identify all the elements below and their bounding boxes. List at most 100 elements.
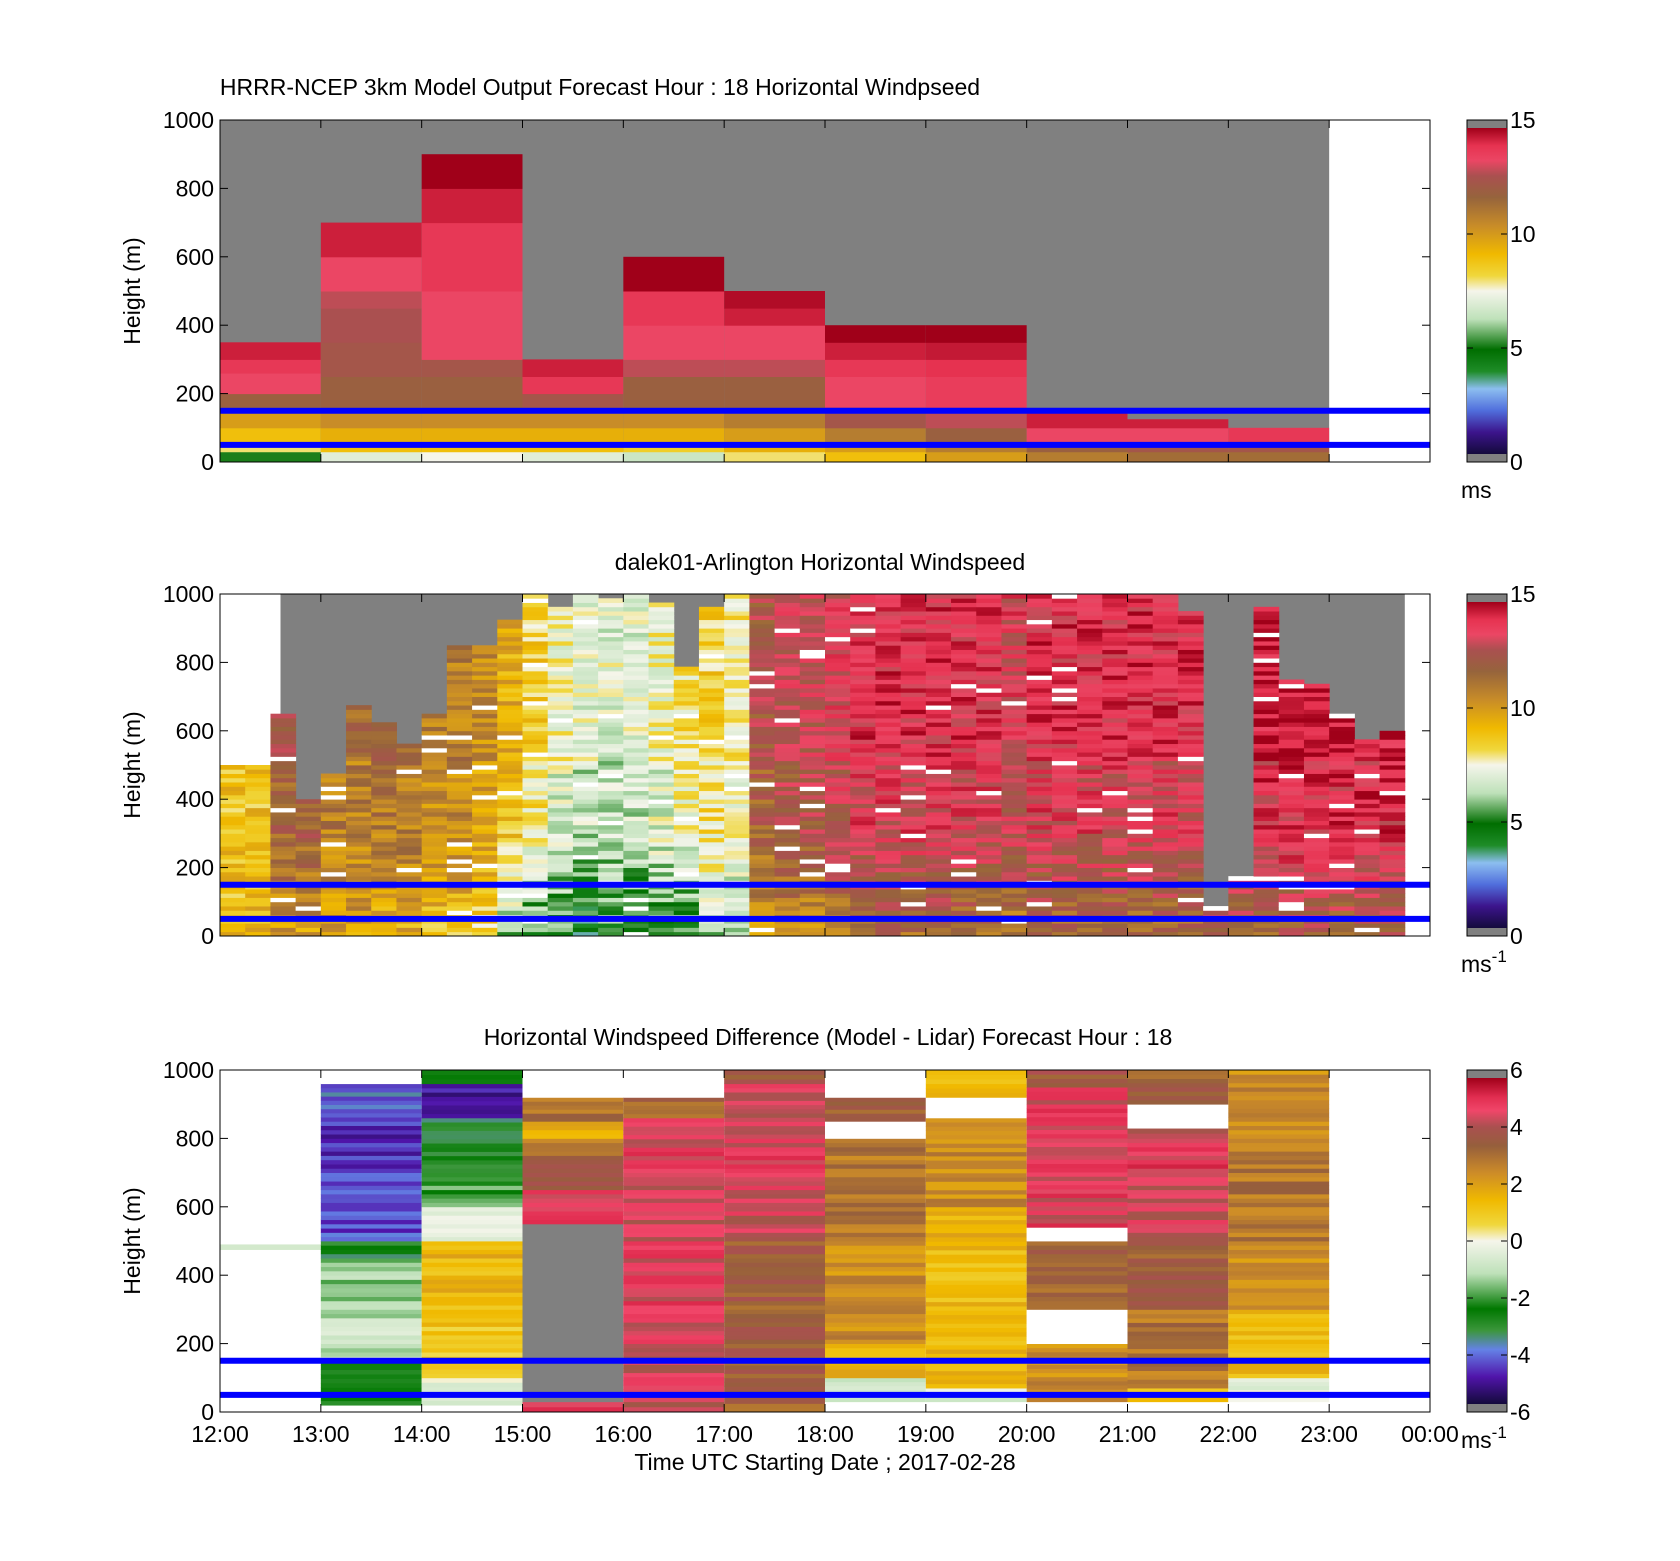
- difference-cell: [623, 1351, 725, 1357]
- lidar-cell: [648, 739, 675, 745]
- difference-cell: [623, 1126, 725, 1131]
- lidar-cell: [1077, 692, 1103, 697]
- lidar-cell: [825, 893, 851, 898]
- lidar-cell: [1354, 824, 1381, 830]
- lidar-cell: [320, 794, 347, 800]
- lidar-cell: [472, 897, 498, 903]
- difference-cell: [1228, 1232, 1330, 1238]
- lidar-cell: [1127, 615, 1154, 621]
- lidar-cell: [774, 812, 801, 817]
- lidar-cell: [724, 683, 750, 689]
- lidar-cell: [1102, 807, 1128, 813]
- lidar-cell: [850, 906, 876, 911]
- difference-cell: [522, 1338, 624, 1343]
- lidar-cell: [421, 897, 448, 903]
- lidar-cell: [951, 692, 977, 697]
- lidar-cell: [1102, 897, 1128, 903]
- lidar-cell: [1152, 854, 1179, 860]
- colorbar-tick-label: 2: [1510, 1171, 1523, 1197]
- lidar-cell: [522, 841, 549, 847]
- lidar-cell: [472, 829, 498, 834]
- difference-cell: [925, 1397, 1027, 1403]
- lidar-cell: [673, 730, 700, 736]
- lidar-cell: [951, 820, 977, 826]
- lidar-cell: [875, 611, 902, 616]
- lidar-cell: [1102, 863, 1128, 868]
- lidar-cell: [623, 679, 650, 685]
- lidar-cell: [875, 606, 902, 612]
- lidar-cell: [850, 653, 876, 659]
- lidar-cell: [900, 726, 927, 732]
- lidar-cell: [421, 717, 448, 723]
- lidar-cell: [1127, 666, 1154, 672]
- lidar-cell: [1253, 636, 1280, 642]
- lidar-cell: [1177, 623, 1204, 629]
- difference-cell: [1228, 1322, 1330, 1327]
- lidar-cell: [1379, 859, 1406, 864]
- lidar-cell: [951, 752, 977, 757]
- lidar-cell: [446, 906, 473, 911]
- difference-cell: [320, 1343, 422, 1349]
- lidar-cell: [749, 632, 776, 638]
- lidar-cell: [270, 717, 297, 723]
- difference-cell: [1127, 1120, 1229, 1125]
- difference-cell: [522, 1321, 624, 1326]
- lidar-cell: [648, 794, 675, 800]
- difference-cell: [825, 1181, 926, 1186]
- lidar-cell: [925, 679, 952, 685]
- lidar-cell: [245, 854, 271, 860]
- lidar-cell: [295, 863, 322, 868]
- model-cell: [220, 373, 321, 395]
- lidar-cell: [724, 859, 750, 864]
- difference-cell: [522, 1159, 624, 1165]
- lidar-cell: [1026, 679, 1053, 685]
- lidar-cell: [875, 683, 902, 689]
- lidar-cell: [951, 735, 977, 740]
- colorbar-tick-label: 10: [1510, 695, 1536, 721]
- lidar-cell: [1177, 662, 1204, 668]
- lidar-cell: [1152, 850, 1179, 856]
- difference-cell: [1026, 1241, 1128, 1246]
- lidar-cell: [421, 747, 448, 753]
- difference-cell: [724, 1151, 825, 1156]
- lidar-cell: [724, 841, 750, 847]
- lidar-cell: [346, 726, 372, 732]
- lidar-cell: [497, 897, 523, 903]
- lidar-cell: [1026, 598, 1053, 603]
- x-tick-label: 22:00: [1200, 1421, 1258, 1447]
- difference-cell: [825, 1305, 926, 1310]
- lidar-cell: [749, 619, 776, 625]
- lidar-cell: [623, 923, 650, 928]
- lidar-cell: [572, 837, 599, 843]
- difference-cell: [623, 1159, 725, 1165]
- lidar-cell: [749, 790, 776, 796]
- lidar-cell: [1077, 623, 1103, 629]
- lidar-cell: [749, 756, 776, 762]
- lidar-cell: [774, 846, 801, 851]
- lidar-cell: [547, 700, 574, 706]
- difference-cell: [522, 1312, 624, 1318]
- difference-cell: [825, 1097, 926, 1102]
- lidar-cell: [1001, 743, 1028, 749]
- difference-cell: [1026, 1258, 1128, 1263]
- lidar-cell: [1077, 602, 1103, 608]
- difference-cell: [522, 1363, 624, 1369]
- lidar-cell: [522, 871, 549, 877]
- difference-cell: [825, 1317, 926, 1323]
- lidar-cell: [1177, 906, 1204, 911]
- lidar-cell: [648, 747, 675, 753]
- lidar-cell: [522, 666, 549, 672]
- lidar-cell: [421, 876, 448, 881]
- lidar-cell: [698, 735, 725, 740]
- lidar-cell: [623, 641, 650, 646]
- lidar-cell: [497, 653, 523, 659]
- lidar-cell: [497, 662, 523, 668]
- lidar-cell: [976, 816, 1002, 821]
- lidar-cell: [421, 833, 448, 839]
- difference-cell: [724, 1249, 825, 1255]
- lidar-cell: [799, 790, 826, 796]
- lidar-cell: [698, 927, 725, 933]
- lidar-cell: [547, 709, 574, 715]
- lidar-cell: [1051, 833, 1078, 839]
- lidar-cell: [1077, 735, 1103, 740]
